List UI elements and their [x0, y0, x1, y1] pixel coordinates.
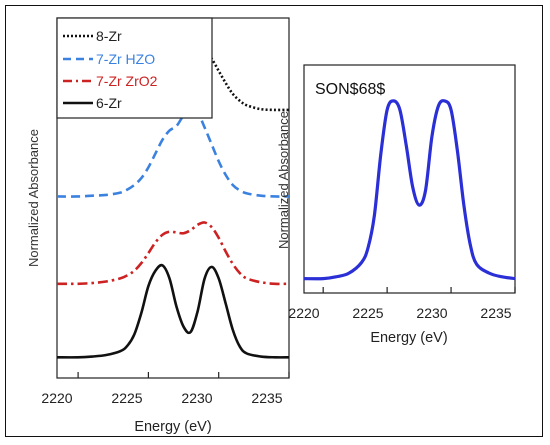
left-x-axis-label: Energy (eV) — [134, 419, 211, 435]
left-tick-label: 2225 — [111, 390, 142, 406]
legend-label-7zr-hzo: 7-Zr HZO — [96, 51, 155, 67]
right-y-axis-label: Normalized Absorbance — [276, 111, 291, 249]
left-series-7-zr-hzo — [56, 105, 290, 198]
legend-box — [56, 17, 213, 119]
right-x-ticks — [322, 287, 516, 293]
left-tick-label: 2220 — [41, 390, 72, 406]
left-tick-label: 2230 — [181, 390, 212, 406]
left-chart: 2220 2225 2230 2235 Energy (eV) Normaliz… — [26, 17, 290, 435]
legend-label-7zr-zro2: 7-Zr ZrO2 — [96, 73, 158, 89]
legend-label-6zr: 6-Zr — [96, 95, 122, 111]
legend: 8-Zr 7-Zr HZO 7-Zr ZrO2 6-Zr — [56, 17, 213, 119]
right-x-axis-label: Energy (eV) — [370, 330, 447, 346]
right-tick-label: 2235 — [480, 305, 511, 321]
left-tick-label: 2235 — [251, 390, 282, 406]
left-x-ticks — [77, 372, 290, 378]
right-series-group — [303, 99, 516, 281]
right-tick-label: 2230 — [416, 305, 447, 321]
right-inset-title: SON$68$ — [315, 81, 385, 98]
right-tick-label: 2225 — [352, 305, 383, 321]
left-series-7-zr-zro2 — [56, 221, 290, 286]
left-y-axis-label: Normalized Absorbance — [26, 129, 41, 267]
right-x-tick-labels: 2220 2225 2230 2235 — [288, 305, 511, 321]
right-tick-label: 2220 — [288, 305, 319, 321]
right-chart: 2220 2225 2230 2235 Energy (eV) Normaliz… — [276, 64, 516, 346]
right-plot-frame — [303, 64, 516, 294]
legend-label-8zr: 8-Zr — [96, 28, 122, 44]
right-series-series-0 — [303, 99, 516, 281]
left-series-6-zr — [56, 263, 290, 359]
left-x-tick-labels: 2220 2225 2230 2235 — [41, 390, 282, 406]
